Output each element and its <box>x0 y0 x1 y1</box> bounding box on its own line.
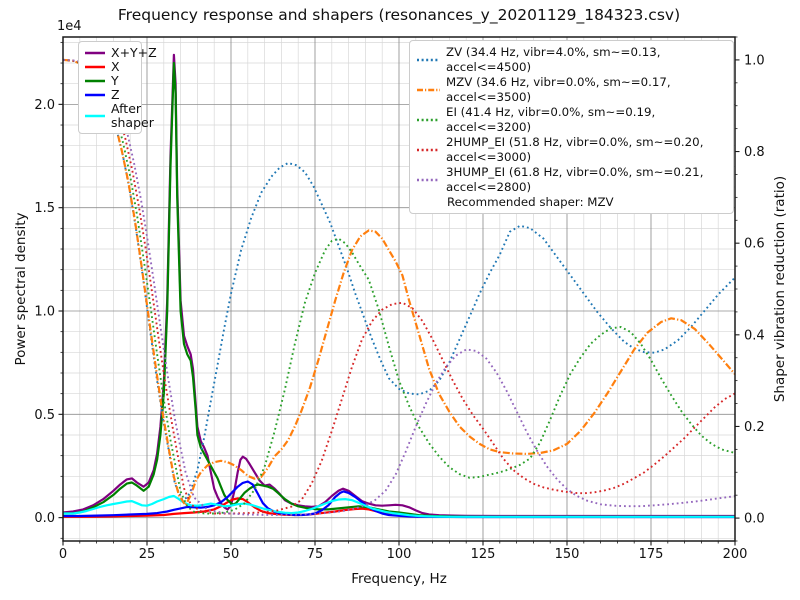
y-right-tick-label: 0.8 <box>744 145 765 160</box>
legend-swatch <box>85 79 105 83</box>
legend-item-label: After shaper <box>111 101 154 130</box>
legend-swatch <box>85 65 105 69</box>
legend-item-y: Y <box>84 74 137 88</box>
y-left-tick-label: 0.5 <box>34 408 55 423</box>
x-tick-label: 50 <box>223 547 240 562</box>
y-axis-right-label: Shaper vibration reduction (ratio) <box>772 175 788 403</box>
legend-item-label: Z <box>111 87 120 102</box>
legend-swatch <box>417 58 440 62</box>
legend-item-label: 3HUMP_EI (61.8 Hz, vibr=0.0%, sm~=0.21, … <box>446 165 704 194</box>
x-tick-label: 125 <box>471 547 496 562</box>
x-axis-label: Frequency, Hz <box>351 571 447 587</box>
y-left-tick-label: 2.0 <box>34 98 55 113</box>
x-tick-label: 75 <box>307 547 324 562</box>
legend-note: Recommended shaper: MZV <box>447 195 614 209</box>
legend-item-3hump-ei-61-8-hz-vibr-0-0-sm-0: 3HUMP_EI (61.8 Hz, vibr=0.0%, sm~=0.21, … <box>416 165 727 195</box>
legend-swatch <box>85 51 105 55</box>
x-tick-label: 150 <box>555 547 580 562</box>
x-tick-label: 0 <box>59 547 67 562</box>
legend-item-mzv-34-6-hz-vibr-0-0-sm-0-17-a: MZV (34.6 Hz, vibr=0.0%, sm~=0.17, accel… <box>416 75 727 105</box>
y-right-tick-label: 1.0 <box>744 53 765 68</box>
legend-item-x-y-z: X+Y+Z <box>84 46 157 60</box>
legend-item-after-shaper: After shaper <box>84 102 154 130</box>
y-right-tick-label: 0.4 <box>744 328 765 343</box>
legend-swatch <box>417 178 440 182</box>
legend-item-label: MZV (34.6 Hz, vibr=0.0%, sm~=0.17, accel… <box>446 75 671 104</box>
series-after-shaper <box>63 494 735 518</box>
y-right-tick-label: 0.0 <box>744 512 765 527</box>
legend-item-x: X <box>84 60 137 74</box>
legend-item-label: 2HUMP_EI (51.8 Hz, vibr=0.0%, sm~=0.20, … <box>446 135 704 164</box>
y-left-tick-label: 1.5 <box>34 201 55 216</box>
x-tick-label: 175 <box>639 547 664 562</box>
legend-item-z: Z <box>84 88 137 102</box>
legend-item-label: Y <box>111 73 119 88</box>
y-axis-offset-text: 1e4 <box>57 19 82 34</box>
legend-shapers: ZV (34.4 Hz, vibr=4.0%, sm~=0.13, accel<… <box>409 40 734 214</box>
legend-swatch <box>417 148 440 152</box>
x-tick-label: 25 <box>139 547 156 562</box>
legend-swatch <box>417 88 440 92</box>
series-mzv <box>63 58 735 507</box>
y-axis-left-label: Power spectral density <box>13 212 29 366</box>
x-tick-label: 200 <box>723 547 748 562</box>
series-3hump-ei <box>63 58 735 516</box>
legend-swatch <box>417 118 440 122</box>
legend-item-label: ZV (34.4 Hz, vibr=4.0%, sm~=0.13, accel<… <box>446 45 661 74</box>
legend-item-zv-34-4-hz-vibr-4-0-sm-0-13-ac: ZV (34.4 Hz, vibr=4.0%, sm~=0.13, accel<… <box>416 45 727 75</box>
legend-swatch <box>85 114 105 118</box>
legend-item-label: X <box>111 59 120 74</box>
y-right-tick-label: 0.6 <box>744 237 765 252</box>
chart-title: Frequency response and shapers (resonanc… <box>117 6 681 24</box>
legend-item-label: X+Y+Z <box>111 45 157 60</box>
y-left-tick-label: 0.0 <box>34 511 55 526</box>
x-tick-label: 100 <box>387 547 412 562</box>
y-right-tick-label: 0.2 <box>744 420 765 435</box>
legend-item-2hump-ei-51-8-hz-vibr-0-0-sm-0: 2HUMP_EI (51.8 Hz, vibr=0.0%, sm~=0.20, … <box>416 135 727 165</box>
legend-item-ei-41-4-hz-vibr-0-0-sm-0-19-ac: EI (41.4 Hz, vibr=0.0%, sm~=0.19, accel<… <box>416 105 727 135</box>
legend-swatch <box>85 93 105 97</box>
legend-item-label: EI (41.4 Hz, vibr=0.0%, sm~=0.19, accel<… <box>446 105 656 134</box>
legend-psd: X+Y+Z X Y Z After shaper <box>78 41 157 134</box>
y-left-tick-label: 1.0 <box>34 305 55 320</box>
